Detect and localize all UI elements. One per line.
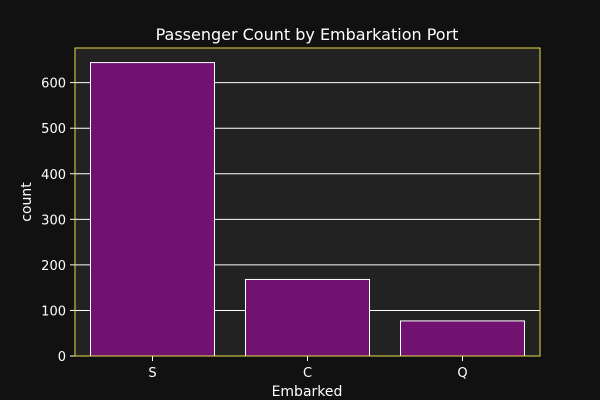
plot-frame <box>74 47 541 357</box>
y-axis-label: count <box>19 182 35 222</box>
x-tick-label: S <box>148 366 156 381</box>
bar-c <box>245 278 370 357</box>
bar-q <box>400 320 525 357</box>
x-tick-label: Q <box>457 366 467 381</box>
y-tick-label: 300 <box>41 213 66 228</box>
plot-layer: 0 100 200 300 400 500 600 S C Q <box>41 47 541 381</box>
y-tick-label: 0 <box>58 350 66 365</box>
y-tick-label: 600 <box>41 77 66 92</box>
y-tick-label: 500 <box>41 122 66 137</box>
y-tick-label: 400 <box>41 168 66 183</box>
y-tick-label: 100 <box>41 304 66 319</box>
x-tick-label: C <box>303 366 312 381</box>
y-tick-label: 200 <box>41 259 66 274</box>
chart-title: Passenger Count by Embarkation Port <box>156 25 459 44</box>
bar-s <box>90 62 215 357</box>
x-axis-label: Embarked <box>272 384 343 400</box>
